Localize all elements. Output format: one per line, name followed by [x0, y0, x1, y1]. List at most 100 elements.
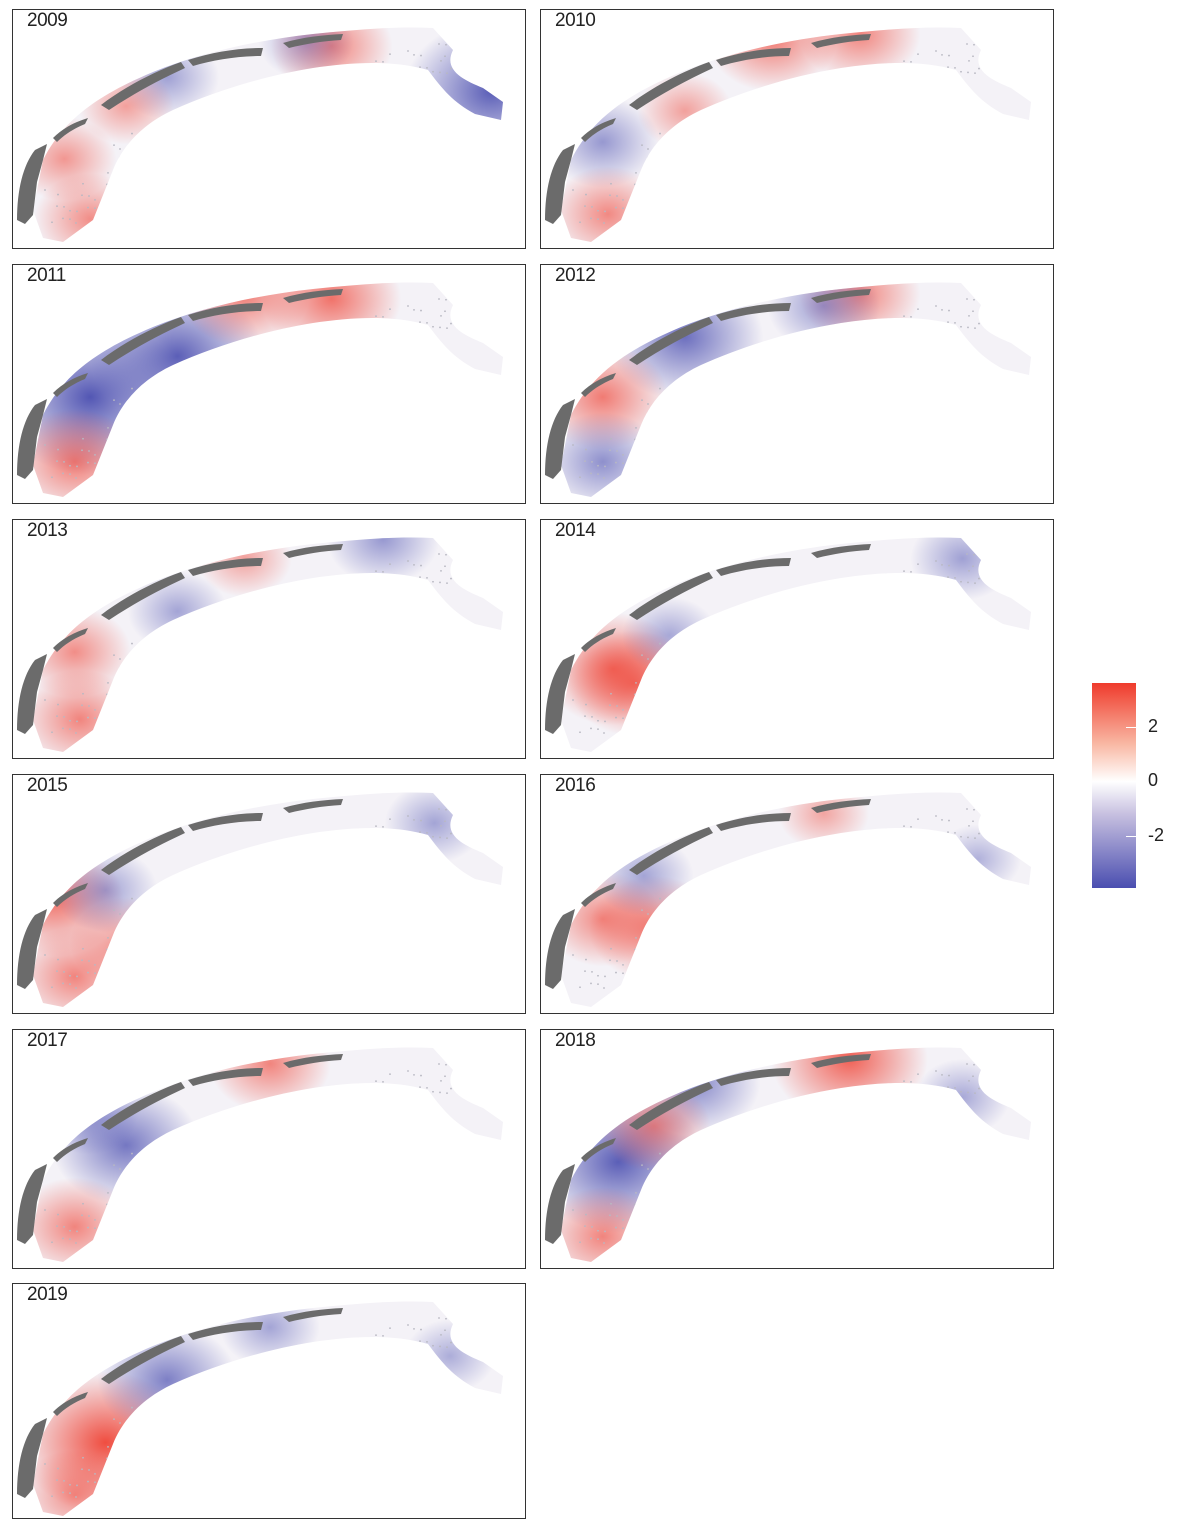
negative-anomaly — [326, 537, 440, 585]
sample-point — [922, 842, 924, 844]
sample-point — [660, 1181, 662, 1183]
sample-point — [363, 75, 365, 78]
sample-point — [264, 1127, 266, 1130]
sample-point — [144, 145, 146, 148]
legend-tick-label: 2 — [1148, 715, 1159, 736]
sample-point — [157, 150, 159, 153]
sample-point — [910, 347, 912, 350]
sample-point — [823, 363, 825, 366]
negative-anomaly — [97, 1323, 237, 1437]
sample-point — [289, 606, 291, 609]
sample-point — [450, 322, 452, 325]
sample-point — [816, 873, 818, 876]
sample-point — [107, 426, 109, 429]
sample-point — [351, 864, 353, 867]
sample-point — [231, 894, 233, 897]
island-landmass — [716, 1068, 791, 1086]
sample-point — [954, 1086, 956, 1089]
sample-point — [245, 1404, 247, 1407]
sample-point — [847, 109, 849, 112]
sample-point — [967, 1091, 969, 1094]
panel-year-label: 2019 — [27, 1284, 68, 1305]
sample-point — [634, 693, 636, 696]
sample-point — [873, 597, 875, 600]
sample-point — [44, 1463, 46, 1465]
sample-point — [432, 1353, 434, 1356]
sample-point — [345, 852, 347, 855]
sample-point — [182, 1159, 184, 1162]
sample-point — [446, 1092, 448, 1095]
sample-point — [307, 340, 309, 342]
sample-point — [69, 464, 71, 467]
sample-point — [603, 1242, 605, 1244]
island-landmass — [101, 572, 185, 620]
sample-point — [659, 642, 661, 645]
sample-point — [225, 881, 227, 884]
sample-point — [897, 87, 899, 90]
sample-point — [998, 32, 1000, 35]
sample-point — [270, 1139, 272, 1142]
sample-point — [786, 605, 788, 608]
sample-point — [419, 576, 421, 579]
sample-point — [715, 888, 717, 891]
sample-point — [986, 566, 988, 569]
sample-point — [307, 1359, 309, 1361]
sample-point — [953, 333, 955, 336]
sample-point — [722, 1143, 724, 1146]
sample-point — [898, 331, 900, 334]
sample-point — [206, 650, 208, 652]
sample-point — [741, 140, 743, 143]
sample-point — [181, 915, 183, 918]
sample-point — [696, 656, 698, 659]
sample-point — [219, 368, 221, 370]
sample-point — [678, 404, 680, 407]
sample-point — [44, 1209, 46, 1211]
sample-point — [233, 871, 235, 873]
sample-point — [942, 82, 944, 85]
sample-point — [75, 477, 77, 479]
sample-point — [766, 639, 768, 642]
sample-point — [616, 1215, 618, 1217]
sample-point — [603, 477, 605, 479]
sample-point — [200, 382, 202, 385]
sample-point — [326, 325, 328, 328]
sample-point — [232, 1137, 234, 1140]
sample-point — [916, 1084, 918, 1087]
sample-point — [654, 403, 656, 406]
coastal-map — [545, 27, 1031, 242]
sample-point — [747, 1133, 749, 1135]
sample-point — [659, 387, 661, 390]
sample-point — [137, 399, 139, 402]
sample-point — [94, 1218, 96, 1221]
sample-point — [162, 644, 164, 646]
sample-point — [747, 623, 749, 625]
sample-point — [226, 105, 228, 108]
sample-point — [666, 1153, 668, 1156]
sample-point — [400, 1363, 402, 1366]
sample-point — [263, 119, 265, 121]
sample-point — [175, 903, 177, 906]
sample-point — [382, 92, 384, 95]
sample-point — [771, 1133, 773, 1136]
sample-point — [201, 1390, 203, 1393]
sample-point — [301, 81, 303, 84]
sample-point — [313, 352, 315, 355]
sample-point — [107, 171, 109, 174]
sample-point — [761, 1126, 763, 1128]
sample-point — [350, 1345, 352, 1347]
island-landmass — [101, 317, 185, 365]
island-landmass — [545, 399, 575, 479]
sample-point — [319, 364, 321, 367]
sample-point — [270, 374, 272, 377]
sample-point — [847, 364, 849, 367]
sample-point — [457, 833, 459, 836]
sample-point — [344, 98, 346, 101]
sample-point — [785, 361, 787, 364]
sample-point — [968, 824, 970, 827]
sample-point — [157, 405, 159, 408]
sample-point — [709, 405, 711, 408]
sample-point — [458, 1330, 460, 1333]
sample-point — [219, 1133, 221, 1135]
sample-point — [56, 970, 58, 973]
sample-point — [440, 569, 442, 572]
